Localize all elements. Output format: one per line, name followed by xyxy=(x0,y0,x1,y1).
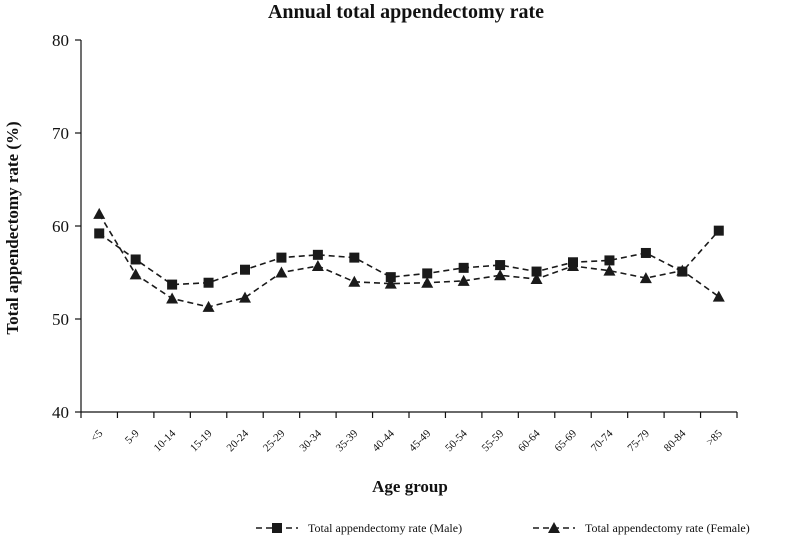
legend-marker-triangle xyxy=(548,522,560,533)
data-point-triangle xyxy=(348,275,361,287)
y-tick-label: 60 xyxy=(52,217,69,236)
y-tick-label: 80 xyxy=(52,31,69,50)
data-point-square xyxy=(640,247,651,258)
series-square xyxy=(94,225,724,290)
data-point-square xyxy=(312,249,323,260)
data-point-square xyxy=(531,266,542,277)
x-tick-label: 20-24 xyxy=(224,427,251,454)
data-point-triangle xyxy=(712,290,725,302)
data-point-triangle xyxy=(202,300,215,312)
data-point-triangle xyxy=(421,276,434,288)
x-tick-label: 25-29 xyxy=(261,427,288,454)
x-tick-label: 55-59 xyxy=(480,427,507,454)
data-point-triangle xyxy=(567,259,579,271)
legend-item: Total appendectomy rate (Female) xyxy=(533,521,750,535)
series-layer xyxy=(93,207,725,312)
data-point-square xyxy=(349,252,360,263)
data-point-triangle xyxy=(311,259,324,271)
data-point-triangle xyxy=(239,291,251,303)
y-axis-title: Total appendectomy rate (%) xyxy=(3,121,22,334)
y-tick-label: 40 xyxy=(52,403,69,422)
data-point-triangle xyxy=(603,264,616,276)
data-point-square xyxy=(495,260,506,271)
x-tick-label: 80-84 xyxy=(662,427,689,454)
data-point-triangle xyxy=(639,272,652,284)
x-tick-label: 5-9 xyxy=(123,427,142,446)
x-tick-label: 65-69 xyxy=(552,427,579,454)
data-point-square xyxy=(167,279,178,290)
x-axis-ticks: <5 5-9 10-14 15-19 20-24 25-29 30-34 35-39 40-44… xyxy=(80,412,738,454)
data-point-square xyxy=(203,277,214,288)
x-tick-label: 30-34 xyxy=(297,427,324,454)
x-tick-label: 15-19 xyxy=(188,427,215,454)
x-tick-label: 45-49 xyxy=(407,427,434,454)
x-tick-label: 40-44 xyxy=(370,427,397,454)
x-tick-label: <5 xyxy=(89,427,106,444)
y-axis-ticks: 40 50 60 70 80 xyxy=(52,31,81,422)
x-tick-label: 10-14 xyxy=(152,427,179,454)
legend: Total appendectomy rate (Male) Total appe… xyxy=(256,521,750,535)
data-point-square xyxy=(94,228,105,239)
x-tick-label: 70-74 xyxy=(589,427,616,454)
series-line xyxy=(98,213,720,308)
y-tick-label: 50 xyxy=(52,310,69,329)
chart-title: Annual total appendectomy rate xyxy=(268,1,544,23)
data-point-triangle xyxy=(129,268,142,280)
data-point-triangle xyxy=(494,269,507,281)
data-point-triangle xyxy=(457,274,470,286)
x-axis-title: Age group xyxy=(372,477,448,496)
data-point-square xyxy=(713,225,724,236)
data-point-square xyxy=(240,264,250,275)
series-triangle xyxy=(93,207,725,312)
data-point-square xyxy=(422,268,433,279)
y-tick-label: 70 xyxy=(52,124,69,143)
data-point-triangle xyxy=(93,207,106,219)
legend-label: Total appendectomy rate (Female) xyxy=(585,521,750,535)
data-point-triangle xyxy=(384,277,397,289)
legend-marker-square xyxy=(272,523,282,533)
legend-label: Total appendectomy rate (Male) xyxy=(308,521,462,535)
data-point-triangle xyxy=(676,264,689,276)
series-line xyxy=(98,230,720,286)
data-point-square xyxy=(130,254,141,265)
x-tick-label: >85 xyxy=(704,427,725,448)
x-tick-label: 60-64 xyxy=(516,427,543,454)
x-tick-label: 35-39 xyxy=(334,427,361,454)
data-point-triangle xyxy=(530,273,543,285)
data-point-square xyxy=(276,252,287,263)
data-point-triangle xyxy=(275,266,288,278)
x-tick-label: 75-79 xyxy=(625,427,652,454)
data-point-triangle xyxy=(166,292,179,304)
data-point-square xyxy=(385,272,396,283)
legend-item: Total appendectomy rate (Male) xyxy=(256,521,462,535)
x-tick-label: 50-54 xyxy=(443,427,470,454)
data-point-square xyxy=(604,255,615,266)
data-point-square xyxy=(458,262,469,273)
